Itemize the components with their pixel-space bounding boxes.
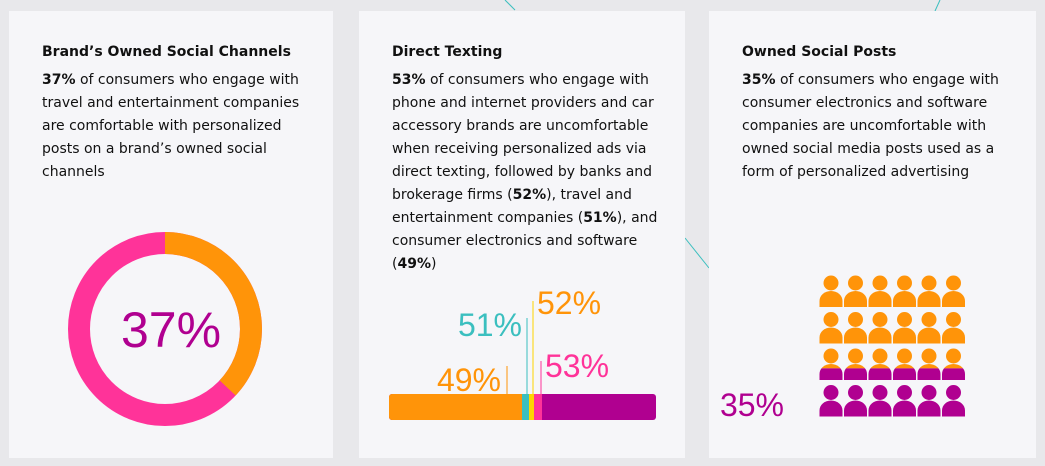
label-51: 51%	[458, 307, 522, 343]
stacked-bar: 49% 51% 52% 53%	[389, 285, 656, 420]
bar-yellow	[529, 394, 534, 420]
people-label: 35%	[720, 387, 784, 423]
card-text: 37% of consumers who engage with travel …	[42, 72, 300, 180]
card-title: Owned Social Posts	[742, 44, 897, 60]
donut-segment	[68, 232, 262, 426]
person-icon	[844, 312, 867, 344]
person-icon	[893, 348, 916, 380]
donut-chart: 37%	[68, 232, 262, 426]
person-icon	[917, 385, 941, 417]
card-owned-social-channels: Brand’s Owned Social Channels 37% of con…	[9, 11, 333, 458]
card-text: 35% of consumers who engage with consume…	[742, 72, 999, 180]
person-icon	[917, 348, 941, 380]
label-53: 53%	[545, 348, 609, 384]
card-title: Direct Texting	[392, 44, 503, 60]
person-icon	[868, 348, 892, 380]
person-icon	[917, 312, 941, 344]
person-icon	[844, 275, 867, 307]
bar-orange	[389, 394, 525, 420]
donut-label: 37%	[121, 302, 221, 358]
person-icon	[942, 385, 965, 417]
person-icon	[893, 312, 916, 344]
card-text: 53% of consumers who engage with phone a…	[392, 72, 658, 272]
person-icon	[942, 312, 965, 344]
card-title: Brand’s Owned Social Channels	[42, 44, 291, 60]
person-icon	[844, 348, 867, 380]
person-icon	[893, 385, 916, 417]
person-icon	[819, 348, 843, 380]
person-icon	[819, 385, 843, 417]
person-icon	[868, 385, 892, 417]
person-icon	[868, 312, 892, 344]
person-icon	[942, 275, 965, 307]
person-icon	[917, 275, 941, 307]
person-icon	[844, 385, 867, 417]
person-icon	[893, 275, 916, 307]
card-owned-social-posts: Owned Social Posts 35% of consumers who …	[709, 11, 1036, 458]
card-direct-texting: Direct Texting 53% of consumers who enga…	[359, 11, 685, 458]
person-icon	[819, 312, 843, 344]
bar-teal	[522, 394, 529, 420]
people-chart: 35%	[720, 275, 965, 423]
person-icon	[868, 275, 892, 307]
bar-pink	[534, 394, 542, 420]
person-icon	[942, 348, 965, 380]
label-49: 49%	[437, 362, 501, 398]
person-icon	[819, 275, 843, 307]
label-52: 52%	[537, 285, 601, 321]
